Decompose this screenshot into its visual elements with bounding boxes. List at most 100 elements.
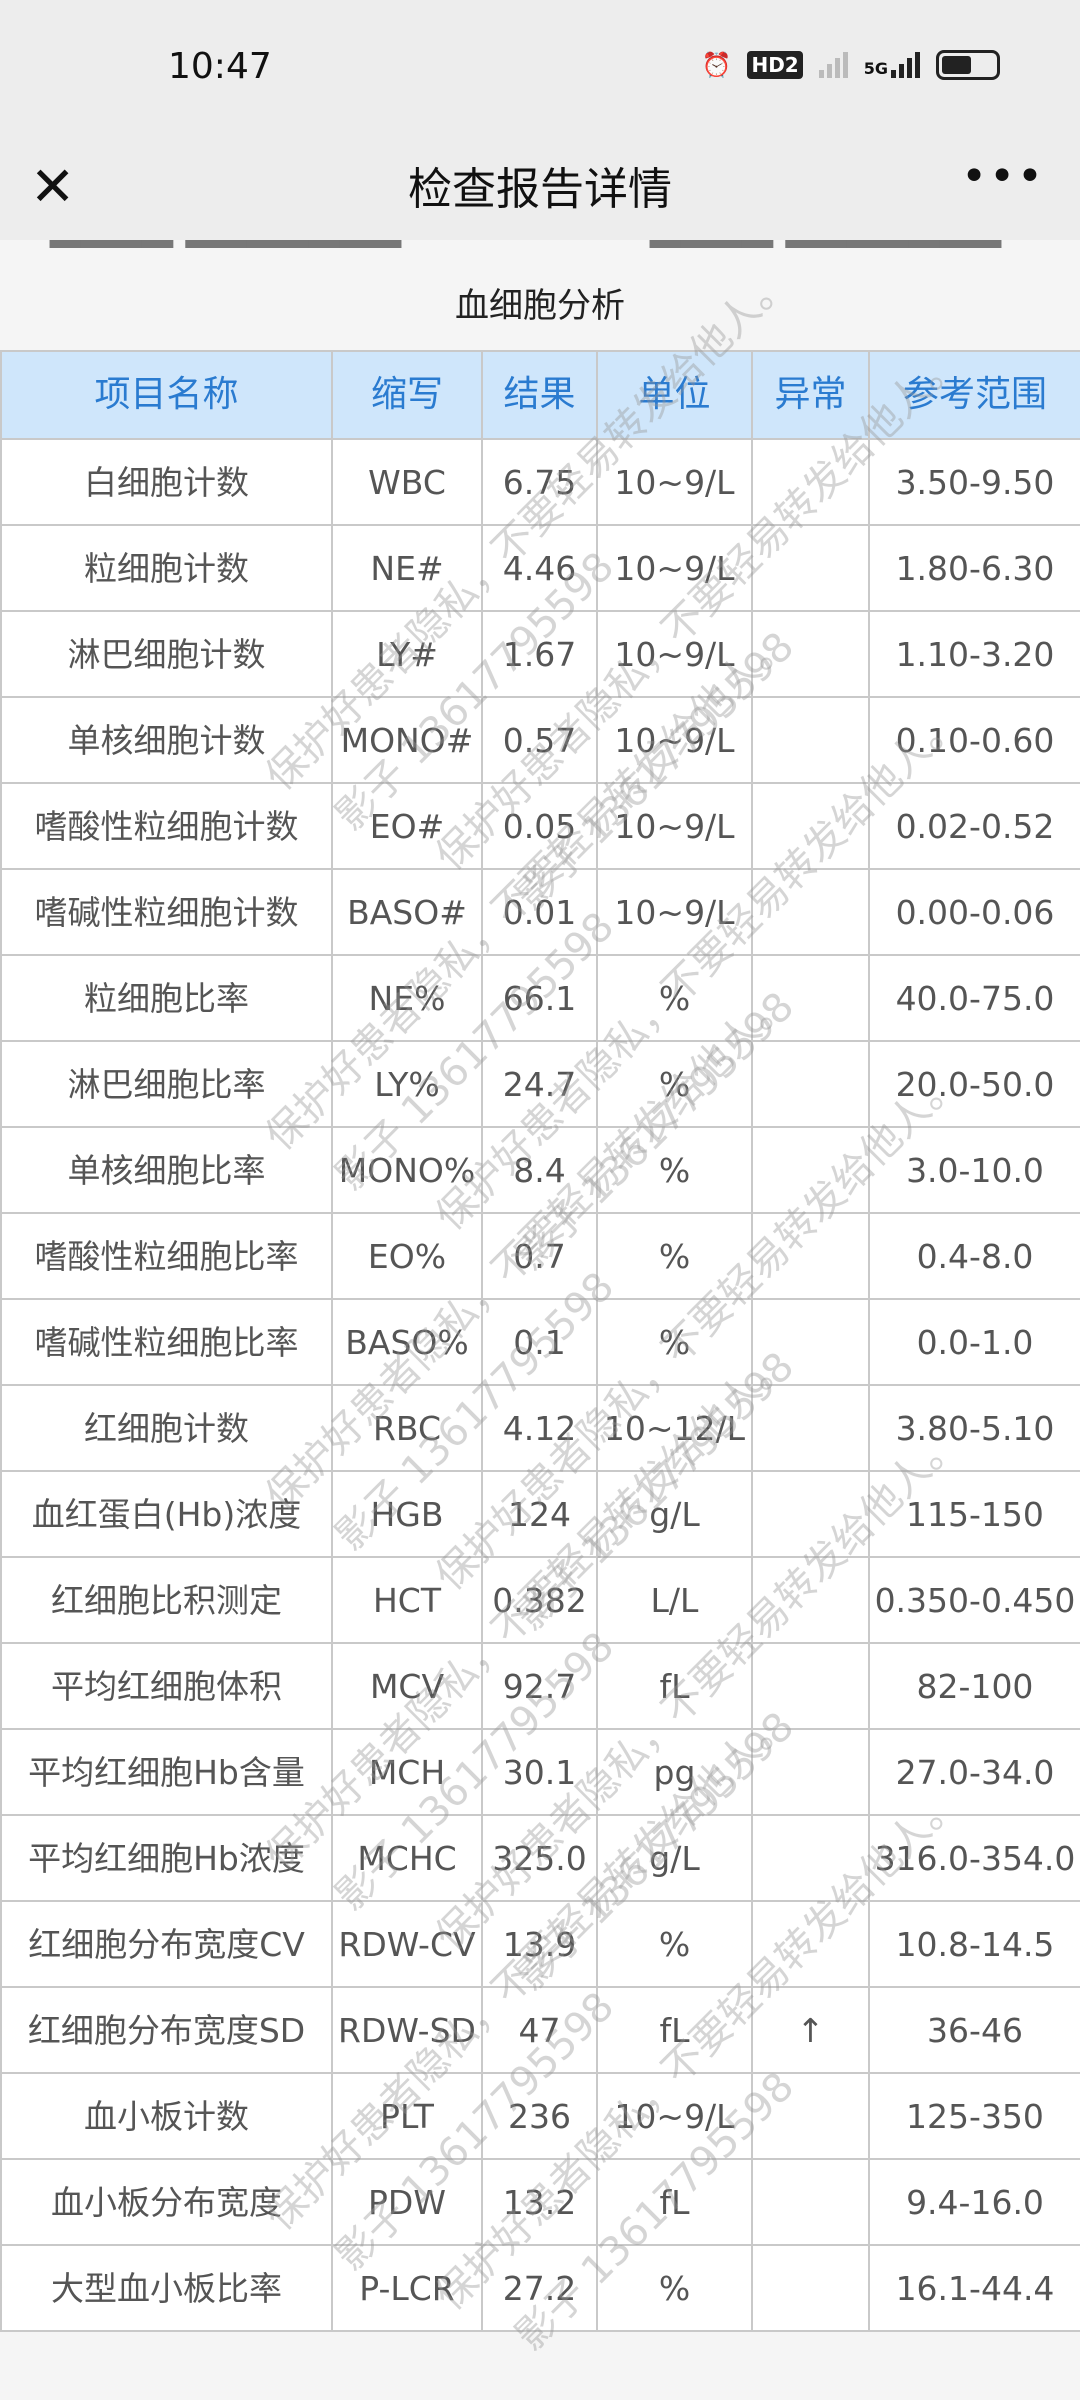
cell-unit: 10~9/L [596,696,753,784]
cell-abnormal-flag [751,1384,870,1472]
cell-item-name: 嗜酸性粒细胞比率 [0,1212,333,1300]
table-row: 红细胞分布宽度SD RDW-SD 47 fL ↑ 36-46 [0,1986,1080,2074]
column-header-abnormal-flag: 异常 [751,350,870,440]
cell-abnormal-flag [751,1126,870,1214]
more-icon[interactable]: ••• [961,151,1045,202]
cell-result: 66.1 [481,954,598,1042]
cell-abnormal-flag [751,782,870,870]
cell-unit: % [596,1212,753,1300]
cell-result: 47 [481,1986,598,2074]
cell-unit: 10~9/L [596,610,753,698]
cell-unit: fL [596,2158,753,2246]
cell-abnormal-flag [751,2244,870,2332]
cell-item-name: 大型血小板比率 [0,2244,333,2332]
cell-unit: 10~9/L [596,2072,753,2160]
table-row: 单核细胞比率 MONO% 8.4% 3.0-10.0 [0,1126,1080,1214]
close-icon[interactable]: ✕ [30,155,76,218]
table-row: 平均红细胞体积 MCV 92.7 fL 82-100 [0,1642,1080,1730]
cell-item-name: 白细胞计数 [0,438,333,526]
cell-item-name: 嗜碱性粒细胞比率 [0,1298,333,1386]
cell-abnormal-flag [751,2072,870,2160]
cell-unit: g/L [596,1814,753,1902]
table-row: 淋巴细胞比率 LY% 24.7% 20.0-50.0 [0,1040,1080,1128]
table-row: 嗜碱性粒细胞计数 BASO# 0.01 10~9/L 0.00-0.06 [0,868,1080,956]
cell-abnormal-flag [751,1040,870,1128]
cell-item-name: 嗜碱性粒细胞计数 [0,868,333,956]
cell-reference-range: 3.50-9.50 [868,438,1080,526]
cell-result: 124 [481,1470,598,1558]
cell-abbreviation: HCT [331,1556,483,1644]
cell-result: 8.4 [481,1126,598,1214]
cell-reference-range: 27.0-34.0 [868,1728,1080,1816]
cell-reference-range: 316.0-354.0 [868,1814,1080,1902]
battery-icon [936,50,1000,80]
table-row: 平均红细胞Hb含量 MCH 30.1 pg 27.0-34.0 [0,1728,1080,1816]
cell-unit: g/L [596,1470,753,1558]
cell-abbreviation: NE# [331,524,483,612]
table-row: 红细胞计数 RBC 4.12 10~12/L 3.80-5.10 [0,1384,1080,1472]
cell-abbreviation: MCH [331,1728,483,1816]
column-header-abbreviation: 缩写 [331,350,483,440]
cell-reference-range: 40.0-75.0 [868,954,1080,1042]
cell-abbreviation: PDW [331,2158,483,2246]
cell-abnormal-flag [751,438,870,526]
cell-abbreviation: BASO# [331,868,483,956]
cell-abnormal-flag [751,1642,870,1730]
cell-item-name: 红细胞分布宽度CV [0,1900,333,1988]
cell-item-name: 平均红细胞Hb含量 [0,1728,333,1816]
table-row: 淋巴细胞计数 LY# 1.67 10~9/L 1.10-3.20 [0,610,1080,698]
cell-abnormal-flag [751,2158,870,2246]
cell-abnormal-flag [751,1900,870,1988]
cell-abnormal-flag [751,1556,870,1644]
page-title: 检查报告详情 [408,164,672,215]
cell-abnormal-flag [751,524,870,612]
cell-item-name: 粒细胞比率 [0,954,333,1042]
cell-reference-range: 3.80-5.10 [868,1384,1080,1472]
cell-reference-range: 16.1-44.4 [868,2244,1080,2332]
nav-bar: ✕ 检查报告详情 ••• [0,135,1080,240]
cell-abnormal-flag [751,1728,870,1816]
cell-reference-range: 20.0-50.0 [868,1040,1080,1128]
signal-icon [818,52,848,78]
cell-abnormal-flag [751,954,870,1042]
section-title: 血细胞分析 [455,286,625,326]
cell-unit: pg [596,1728,753,1816]
cell-reference-range: 36-46 [868,1986,1080,2074]
cell-item-name: 血小板计数 [0,2072,333,2160]
cell-unit: 10~9/L [596,782,753,870]
cell-abbreviation: PLT [331,2072,483,2160]
cell-result: 6.75 [481,438,598,526]
cell-unit: % [596,2244,753,2332]
table-row: 粒细胞比率 NE% 66.1% 40.0-75.0 [0,954,1080,1042]
cell-reference-range: 9.4-16.0 [868,2158,1080,2246]
alarm-icon: ⏰ [701,51,732,79]
cell-item-name: 红细胞比积测定 [0,1556,333,1644]
cell-abbreviation: WBC [331,438,483,526]
table-row: 嗜酸性粒细胞比率 EO% 0.7% 0.4-8.0 [0,1212,1080,1300]
cell-reference-range: 0.4-8.0 [868,1212,1080,1300]
cell-result: 0.1 [481,1298,598,1386]
table-row: 血小板计数 PLT 236 10~9/L 125-350 [0,2072,1080,2160]
cell-abnormal-flag [751,868,870,956]
cell-item-name: 红细胞分布宽度SD [0,1986,333,2074]
column-header-result: 结果 [481,350,598,440]
cell-item-name: 血红蛋白(Hb)浓度 [0,1470,333,1558]
cell-abnormal-flag [751,1298,870,1386]
cell-result: 0.7 [481,1212,598,1300]
table-row: 平均红细胞Hb浓度 MCHC 325.0 g/L 316.0-354.0 [0,1814,1080,1902]
cell-result: 0.05 [481,782,598,870]
results-table: 项目名称 缩写 结果 单位 异常 参考范围 白细胞计数 WBC 6.75 10~9/L 3.50-… [0,350,1080,2332]
table-row: 粒细胞计数 NE# 4.46 10~9/L 1.80-6.30 [0,524,1080,612]
column-header-reference-range: 参考范围 [868,350,1080,440]
cell-result: 24.7 [481,1040,598,1128]
cell-unit: % [596,1298,753,1386]
cell-result: 325.0 [481,1814,598,1902]
cell-reference-range: 0.10-0.60 [868,696,1080,784]
cell-abnormal-flag [751,610,870,698]
cell-result: 4.46 [481,524,598,612]
cell-abnormal-flag [751,1814,870,1902]
cell-item-name: 平均红细胞体积 [0,1642,333,1730]
network-type-label: 5G [863,59,888,78]
cell-item-name: 嗜酸性粒细胞计数 [0,782,333,870]
cell-item-name: 平均红细胞Hb浓度 [0,1814,333,1902]
